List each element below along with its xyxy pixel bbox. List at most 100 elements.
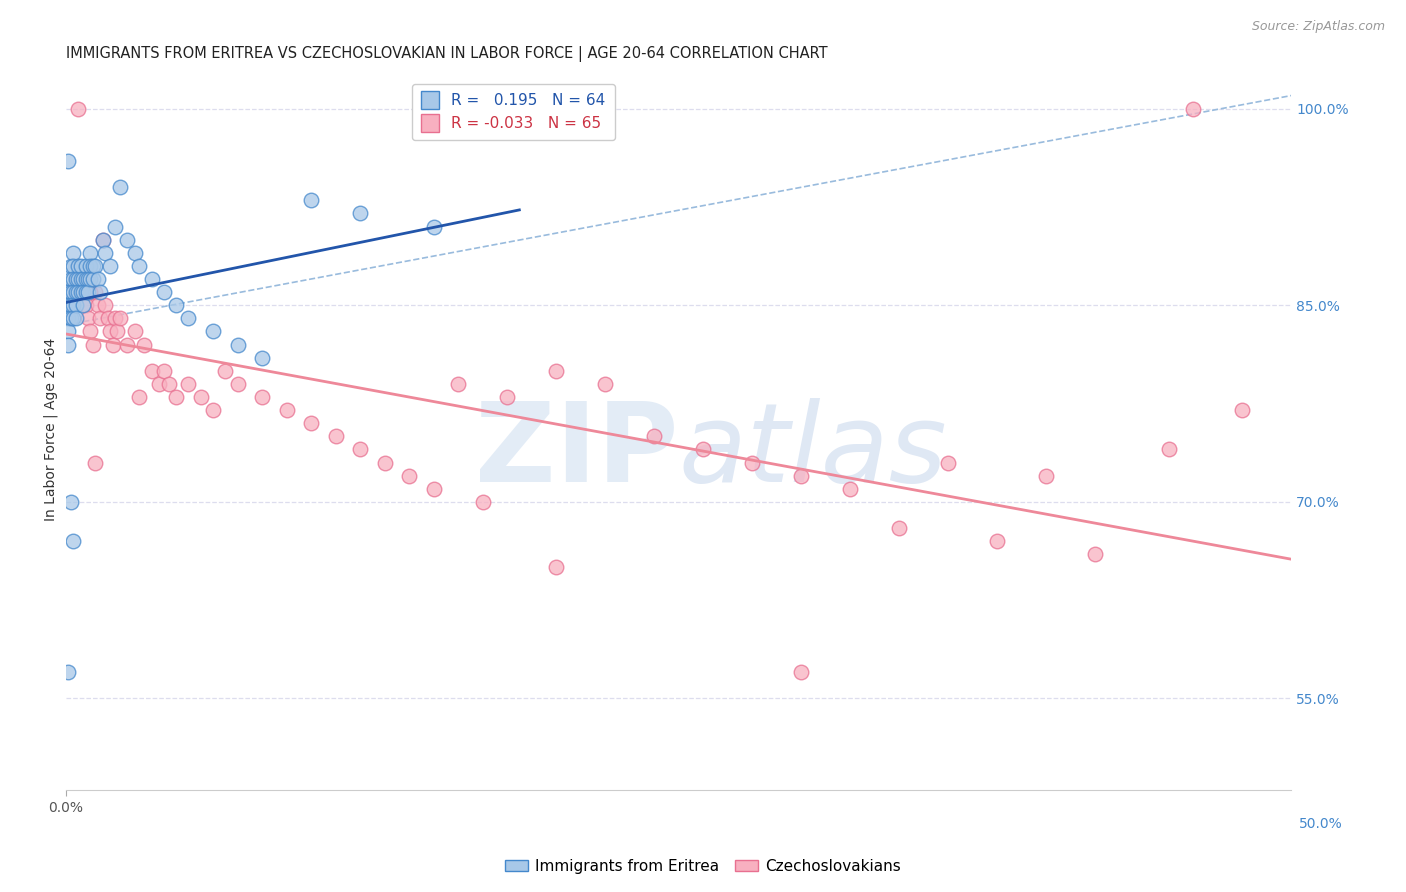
- Point: [84, 285, 107, 299]
- Legend: R =   0.195   N = 64, R = -0.033   N = 65: R = 0.195 N = 64, R = -0.033 N = 65: [412, 84, 614, 140]
- Point: [67, 259, 90, 273]
- Point: [62, 259, 84, 273]
- Point: [79, 272, 101, 286]
- Point: [936, 455, 959, 469]
- Point: [77, 311, 100, 326]
- Point: [124, 325, 146, 339]
- Point: [1232, 403, 1254, 417]
- Point: [104, 311, 127, 326]
- Point: [72, 272, 94, 286]
- Point: [59, 495, 82, 509]
- Point: [69, 272, 91, 286]
- Point: [94, 245, 117, 260]
- Point: [72, 298, 94, 312]
- Point: [82, 272, 104, 286]
- Point: [398, 468, 420, 483]
- Point: [214, 364, 236, 378]
- Point: [62, 298, 84, 312]
- Point: [422, 482, 444, 496]
- Point: [77, 285, 100, 299]
- Point: [58, 337, 80, 351]
- Point: [65, 298, 87, 312]
- Point: [58, 285, 80, 299]
- Point: [82, 259, 104, 273]
- Point: [59, 298, 82, 312]
- Point: [692, 442, 714, 457]
- Y-axis label: In Labor Force | Age 20-64: In Labor Force | Age 20-64: [44, 338, 58, 521]
- Point: [1256, 848, 1278, 863]
- Point: [65, 311, 87, 326]
- Point: [276, 403, 298, 417]
- Point: [299, 194, 322, 208]
- Point: [62, 311, 84, 326]
- Point: [84, 455, 107, 469]
- Point: [62, 272, 84, 286]
- Point: [75, 272, 97, 286]
- Point: [148, 376, 170, 391]
- Point: [79, 259, 101, 273]
- Point: [165, 390, 187, 404]
- Point: [790, 665, 813, 680]
- Point: [62, 245, 84, 260]
- Point: [72, 272, 94, 286]
- Text: ZIP: ZIP: [475, 398, 679, 505]
- Point: [69, 285, 91, 299]
- Point: [201, 325, 224, 339]
- Point: [839, 482, 862, 496]
- Point: [91, 233, 114, 247]
- Point: [1157, 442, 1180, 457]
- Point: [69, 285, 91, 299]
- Point: [98, 325, 121, 339]
- Point: [75, 285, 97, 299]
- Point: [1182, 102, 1205, 116]
- Point: [115, 233, 138, 247]
- Point: [58, 154, 80, 169]
- Point: [94, 298, 117, 312]
- Point: [67, 285, 90, 299]
- Point: [134, 337, 156, 351]
- Point: [546, 364, 568, 378]
- Point: [643, 429, 665, 443]
- Point: [226, 337, 249, 351]
- Point: [790, 468, 813, 483]
- Point: [72, 285, 94, 299]
- Point: [107, 325, 129, 339]
- Point: [177, 311, 200, 326]
- Point: [108, 180, 131, 194]
- Point: [374, 455, 396, 469]
- Point: [889, 521, 911, 535]
- Point: [65, 285, 87, 299]
- Point: [67, 102, 90, 116]
- Point: [79, 325, 101, 339]
- Point: [89, 285, 111, 299]
- Point: [104, 219, 127, 234]
- Point: [58, 298, 80, 312]
- Point: [98, 259, 121, 273]
- Legend: Immigrants from Eritrea, Czechoslovakians: Immigrants from Eritrea, Czechoslovakian…: [499, 853, 907, 880]
- Point: [250, 390, 273, 404]
- Point: [128, 259, 150, 273]
- Point: [59, 285, 82, 299]
- Point: [84, 259, 107, 273]
- Point: [87, 272, 110, 286]
- Point: [157, 376, 180, 391]
- Point: [59, 272, 82, 286]
- Point: [177, 376, 200, 391]
- Point: [496, 390, 519, 404]
- Point: [87, 298, 110, 312]
- Point: [1035, 468, 1057, 483]
- Point: [422, 219, 444, 234]
- Point: [75, 272, 97, 286]
- Point: [593, 376, 616, 391]
- Point: [59, 311, 82, 326]
- Point: [62, 534, 84, 549]
- Point: [65, 272, 87, 286]
- Point: [67, 272, 90, 286]
- Text: 50.0%: 50.0%: [1299, 817, 1343, 831]
- Point: [62, 285, 84, 299]
- Point: [986, 534, 1008, 549]
- Point: [325, 429, 347, 443]
- Point: [108, 311, 131, 326]
- Point: [349, 442, 371, 457]
- Point: [201, 403, 224, 417]
